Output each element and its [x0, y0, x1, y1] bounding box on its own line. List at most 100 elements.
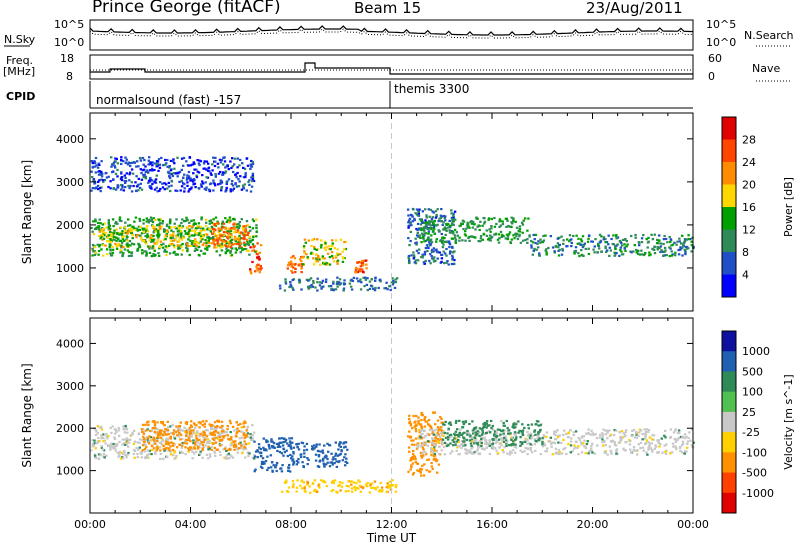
heatmap-cell	[331, 463, 334, 466]
heatmap-cell	[242, 425, 245, 428]
heatmap-cell	[291, 271, 294, 274]
heatmap-cell	[556, 237, 559, 240]
heatmap-cell	[164, 238, 167, 241]
heatmap-cell	[610, 452, 613, 455]
heatmap-cell	[653, 447, 656, 450]
heatmap-cell	[168, 244, 171, 247]
heatmap-cell	[246, 240, 249, 243]
heatmap-cell	[127, 254, 131, 258]
heatmap-cell	[288, 463, 291, 467]
heatmap-cell	[179, 438, 182, 441]
heatmap-cell	[288, 437, 291, 440]
heatmap-cell	[384, 287, 388, 290]
heatmap-cell	[217, 227, 220, 230]
heatmap-cell	[124, 181, 127, 184]
heatmap-cell	[444, 436, 448, 439]
heatmap-cell	[528, 234, 531, 237]
heatmap-cell	[220, 189, 223, 192]
heatmap-cell	[431, 432, 434, 435]
heatmap-cell	[511, 222, 514, 225]
colorbar-segment	[722, 117, 736, 140]
heatmap-cell	[182, 220, 186, 223]
heatmap-cell	[674, 440, 678, 444]
heatmap-cell	[691, 428, 694, 431]
heatmap-cell	[497, 438, 501, 441]
heatmap-cell	[481, 433, 484, 436]
heatmap-cell	[240, 444, 243, 447]
heatmap-cell	[206, 240, 209, 243]
heatmap-cell	[454, 218, 457, 221]
heatmap-cell	[339, 489, 342, 492]
heatmap-cell	[428, 215, 431, 218]
y-tick-label: 1000	[56, 465, 84, 478]
heatmap-cell	[193, 432, 196, 435]
heatmap-cell	[311, 445, 314, 448]
heatmap-cell	[187, 238, 190, 241]
noise-search-label: N.Search	[744, 29, 794, 42]
heatmap-cell	[147, 420, 150, 423]
heatmap-cell	[454, 241, 457, 244]
heatmap-cell	[100, 445, 103, 448]
heatmap-cell	[510, 438, 513, 441]
heatmap-cell	[198, 446, 201, 449]
heatmap-cell	[465, 438, 469, 442]
heatmap-cell	[178, 180, 181, 183]
heatmap-cell	[200, 441, 203, 444]
heatmap-cell	[292, 278, 296, 281]
colorbar-segment	[722, 351, 736, 372]
heatmap-cell	[647, 429, 651, 432]
heatmap-cell	[344, 453, 347, 456]
heatmap-cell	[127, 451, 130, 455]
noise-sky-label: N.Sky	[4, 33, 36, 46]
heatmap-cell	[238, 237, 242, 240]
heatmap-cell	[488, 439, 491, 442]
heatmap-cell	[455, 419, 458, 423]
heatmap-cell	[237, 185, 241, 188]
heatmap-cell	[224, 171, 227, 175]
heatmap-cell	[440, 240, 444, 244]
heatmap-cell	[253, 245, 256, 248]
heatmap-cell	[289, 453, 292, 457]
heatmap-cell	[226, 434, 229, 437]
heatmap-cell	[330, 489, 333, 493]
heatmap-cell	[442, 214, 446, 218]
heatmap-cell	[504, 237, 507, 240]
heatmap-cell	[431, 429, 434, 432]
heatmap-cell	[519, 431, 522, 434]
heatmap-cell	[438, 251, 441, 254]
heatmap-cell	[159, 457, 162, 461]
heatmap-cell	[580, 238, 583, 241]
heatmap-cell	[675, 243, 678, 246]
heatmap-cell	[153, 430, 156, 433]
heatmap-cell	[144, 235, 147, 238]
heatmap-cell	[120, 232, 124, 235]
heatmap-cell	[205, 435, 208, 438]
heatmap-cell	[427, 208, 430, 211]
heatmap-cell	[223, 156, 226, 159]
heatmap-cell	[225, 249, 229, 253]
heatmap-cell	[199, 160, 203, 163]
heatmap-cell	[681, 440, 685, 443]
heatmap-cell	[460, 222, 463, 225]
heatmap-cell	[441, 223, 444, 226]
heatmap-cell	[602, 444, 605, 447]
heatmap-cell	[136, 233, 139, 236]
heatmap-cell	[242, 448, 245, 451]
heatmap-cell	[109, 448, 112, 451]
heatmap-cell	[127, 445, 130, 448]
heatmap-cell	[190, 234, 194, 237]
heatmap-cell	[416, 462, 420, 465]
heatmap-cell	[206, 176, 210, 179]
heatmap-cell	[478, 440, 481, 443]
heatmap-cell	[127, 224, 130, 227]
heatmap-cell	[630, 451, 633, 455]
heatmap-cell	[663, 434, 666, 437]
heatmap-cell	[139, 168, 142, 171]
heatmap-cell	[199, 225, 202, 228]
heatmap-cell	[223, 434, 226, 437]
heatmap-cell	[634, 236, 637, 239]
heatmap-cell	[231, 157, 234, 160]
heatmap-cell	[478, 445, 481, 448]
heatmap-cell	[414, 430, 418, 433]
heatmap-cell	[167, 172, 171, 175]
